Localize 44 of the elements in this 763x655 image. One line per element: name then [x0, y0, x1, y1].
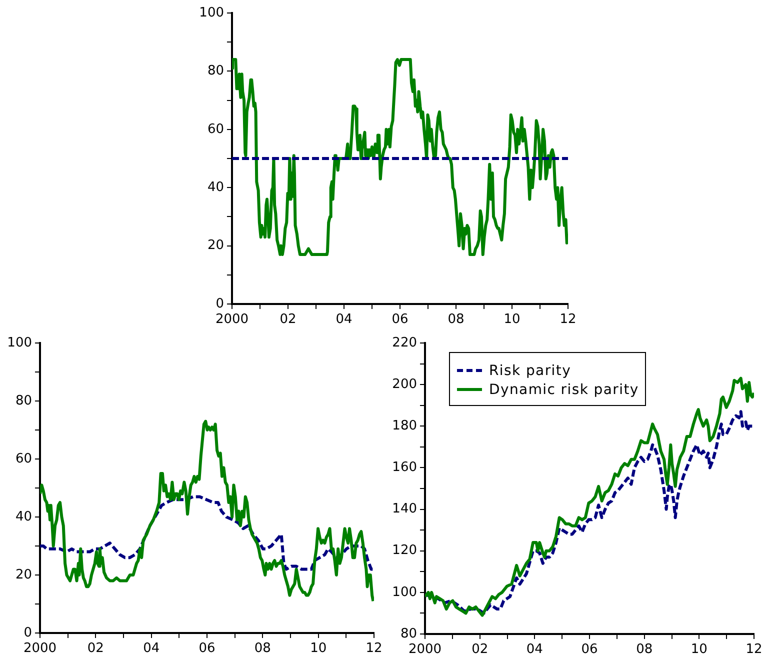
x-tick-label: 04 — [336, 312, 352, 328]
y-tick-label: 80 — [400, 626, 417, 642]
y-tick-label: 100 — [392, 584, 417, 600]
x-tick-label: 2000 — [23, 641, 57, 655]
y-tick-label: 100 — [199, 5, 224, 20]
x-tick-label: 08 — [636, 642, 653, 655]
y-tick-label: 160 — [392, 460, 417, 476]
x-tick-label: 02 — [87, 641, 104, 655]
x-tick-label: 08 — [448, 312, 464, 328]
x-tick-label: 10 — [690, 642, 708, 655]
y-tick-label: 80 — [207, 64, 224, 79]
x-tick-label: 04 — [526, 642, 543, 655]
y-tick-label: 60 — [207, 122, 224, 137]
x-tick-label: 10 — [504, 312, 520, 328]
x-tick-label: 06 — [198, 641, 216, 655]
line-series — [40, 495, 374, 571]
x-tick-label: 02 — [280, 312, 296, 328]
y-tick-label: 20 — [15, 567, 32, 582]
y-tick-label: 100 — [7, 335, 32, 350]
x-tick-label: 06 — [392, 312, 408, 328]
x-tick-label: 12 — [746, 642, 762, 655]
y-tick-label: 80 — [15, 393, 32, 408]
x-tick-label: 02 — [472, 642, 488, 655]
x-tick-label: 08 — [254, 641, 271, 655]
y-tick-label: 0 — [24, 625, 32, 640]
legend-label: Risk parity — [489, 362, 572, 378]
x-tick-label: 2000 — [215, 312, 249, 328]
y-tick-label: 60 — [15, 451, 32, 466]
legend-label: Dynamic risk parity — [489, 382, 639, 398]
x-tick-label: 10 — [310, 641, 327, 655]
y-tick-label: 140 — [392, 502, 417, 517]
y-tick-label: 120 — [392, 543, 417, 558]
y-tick-label: 40 — [207, 180, 224, 195]
y-tick-label: 200 — [392, 376, 417, 392]
y-tick-label: 220 — [392, 335, 417, 350]
y-tick-label: 40 — [15, 509, 32, 524]
x-tick-label: 06 — [581, 642, 598, 655]
y-tick-label: 20 — [207, 238, 224, 254]
x-tick-label: 12 — [366, 641, 382, 655]
y-tick-label: 180 — [392, 418, 417, 434]
x-tick-label: 2000 — [408, 642, 442, 655]
y-tick-label: 0 — [216, 296, 224, 312]
x-tick-label: 12 — [560, 312, 576, 328]
x-tick-label: 04 — [143, 641, 160, 655]
